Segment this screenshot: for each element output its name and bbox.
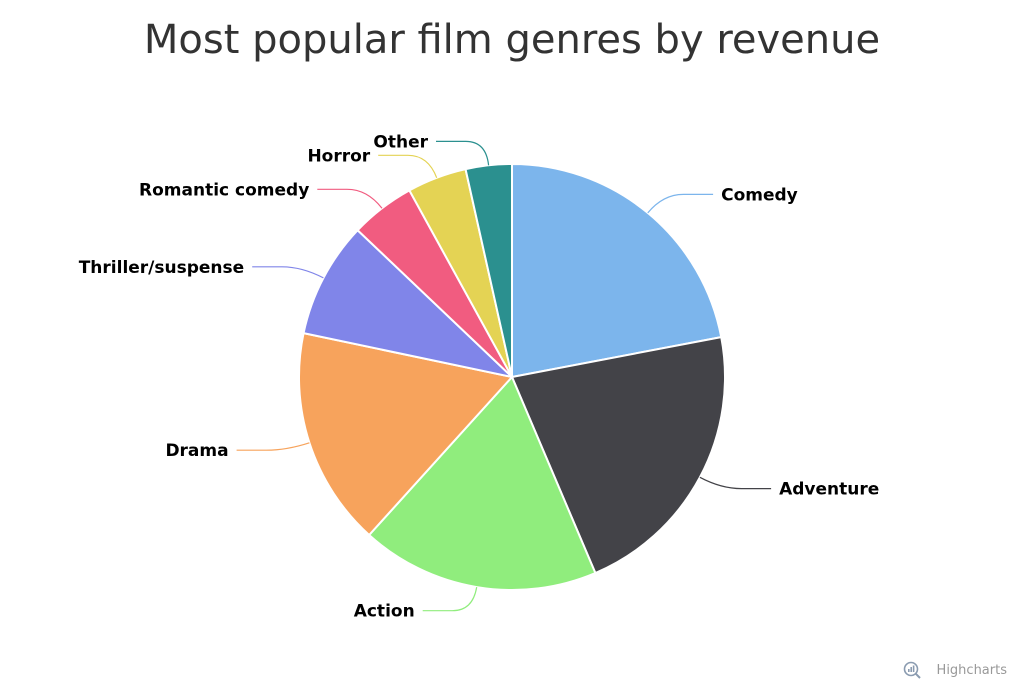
connector-action bbox=[422, 586, 478, 612]
label-connectors bbox=[236, 140, 772, 612]
slice-label-thriller-suspense: Thriller/suspense bbox=[79, 258, 244, 278]
slice-label-drama: Drama bbox=[165, 441, 228, 461]
connector-drama bbox=[236, 442, 310, 451]
connector-romantic-comedy bbox=[317, 188, 383, 209]
pie-slice-action[interactable] bbox=[368, 376, 597, 591]
pie-slice-comedy[interactable] bbox=[511, 163, 723, 378]
chart-title: Most popular film genres by revenue bbox=[144, 17, 880, 63]
slice-label-other: Other bbox=[373, 132, 428, 152]
slice-label-action: Action bbox=[354, 602, 415, 622]
pie-slice-drama[interactable] bbox=[298, 332, 513, 536]
slice-label-adventure: Adventure bbox=[779, 480, 879, 500]
credits-text[interactable]: Highcharts bbox=[937, 663, 1008, 678]
pie-slices bbox=[298, 163, 726, 591]
slice-label-comedy: Comedy bbox=[721, 185, 798, 205]
connector-adventure bbox=[699, 476, 772, 490]
highcharts-logo-icon bbox=[903, 661, 921, 679]
credits[interactable]: Highcharts bbox=[903, 661, 1008, 679]
slice-label-romantic-comedy: Romantic comedy bbox=[139, 180, 309, 200]
slice-label-horror: Horror bbox=[307, 146, 370, 166]
connector-thriller-suspense bbox=[252, 266, 324, 279]
connector-comedy bbox=[647, 193, 714, 214]
pie-slice-thriller-suspense[interactable] bbox=[302, 229, 513, 378]
slice-labels: Comedy Adventure Action Drama Thriller/suspe… bbox=[79, 132, 880, 621]
connector-other bbox=[436, 140, 490, 166]
connector-horror bbox=[378, 154, 438, 179]
